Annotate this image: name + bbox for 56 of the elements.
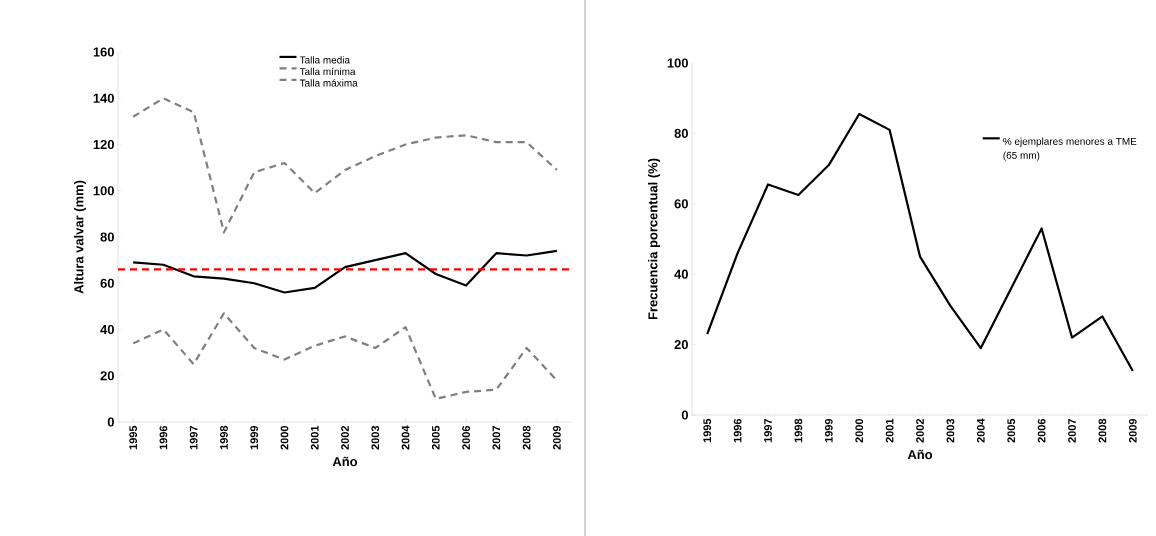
x-tick-label: 1998 (794, 418, 803, 443)
x-axis-title: Año (332, 456, 358, 467)
x-tick-label: 2008 (1098, 418, 1107, 443)
legend-label: % ejemplares menores a TME (65 mm) (1003, 137, 1137, 161)
x-tick-label: 1999 (824, 418, 833, 443)
y-tick-label: 40 (674, 269, 688, 279)
x-tick-label: 2002 (916, 418, 924, 443)
y-tick-label: 100 (667, 58, 688, 68)
x-tick-label: 2005 (431, 425, 440, 450)
x-tick-label: 2000 (855, 418, 864, 443)
x-tick-label: 2004 (401, 425, 410, 450)
legend-label: Talla mínima (299, 67, 356, 76)
x-tick-label: 2001 (310, 425, 319, 450)
y-tick-label: 0 (107, 417, 114, 427)
x-tick-label: 1997 (189, 426, 198, 450)
x-tick-label: 2004 (976, 418, 985, 443)
x-tick-label: 2006 (1037, 418, 1046, 443)
y-axis-title: Frecuencia porcentual (%) (647, 158, 661, 320)
line-series (132, 249, 558, 294)
x-axis-title: Año (907, 449, 933, 460)
x-tick-label: 1995 (129, 425, 138, 450)
y-tick-label: 120 (93, 139, 114, 150)
y-tick-label: 100 (93, 186, 114, 196)
line-series (132, 97, 558, 234)
y-axis-title: Altura valvar (mm) (73, 180, 87, 294)
x-tick-label: 1996 (159, 425, 168, 450)
x-tick-label: 2007 (1068, 419, 1076, 443)
y-tick-label: 140 (93, 93, 114, 103)
x-tick-label: 2005 (1007, 418, 1016, 443)
x-tick-label: 2003 (946, 418, 955, 443)
x-tick-label: 2007 (492, 426, 501, 450)
legend-label: Talla media (299, 56, 350, 64)
x-tick-label: 1995 (703, 418, 712, 443)
x-tick-label: 2008 (522, 425, 531, 450)
x-tick-label: 2000 (280, 425, 289, 450)
y-tick-label: 40 (100, 324, 114, 335)
x-tick-label: 2003 (371, 425, 380, 450)
x-tick-label: 2001 (885, 418, 894, 443)
x-tick-label: 1999 (250, 425, 259, 450)
y-tick-label: 0 (681, 410, 688, 420)
y-tick-label: 160 (93, 47, 114, 57)
x-tick-label: 2002 (341, 425, 349, 450)
x-tick-label: 1998 (220, 425, 228, 450)
y-tick-label: 80 (674, 128, 688, 138)
y-tick-label: 20 (674, 340, 688, 350)
x-tick-label: 1996 (733, 418, 742, 443)
y-tick-label: 80 (100, 232, 114, 242)
legend-label: Talla máxima (299, 79, 358, 87)
x-tick-label: 2009 (553, 425, 561, 450)
x-tick-label: 1997 (764, 419, 772, 443)
x-tick-label: 2009 (1128, 418, 1137, 443)
x-tick-label: 2006 (462, 425, 470, 450)
line-series (132, 312, 558, 400)
y-tick-label: 60 (100, 278, 114, 288)
y-tick-label: 60 (674, 199, 688, 209)
y-tick-label: 20 (100, 371, 114, 381)
